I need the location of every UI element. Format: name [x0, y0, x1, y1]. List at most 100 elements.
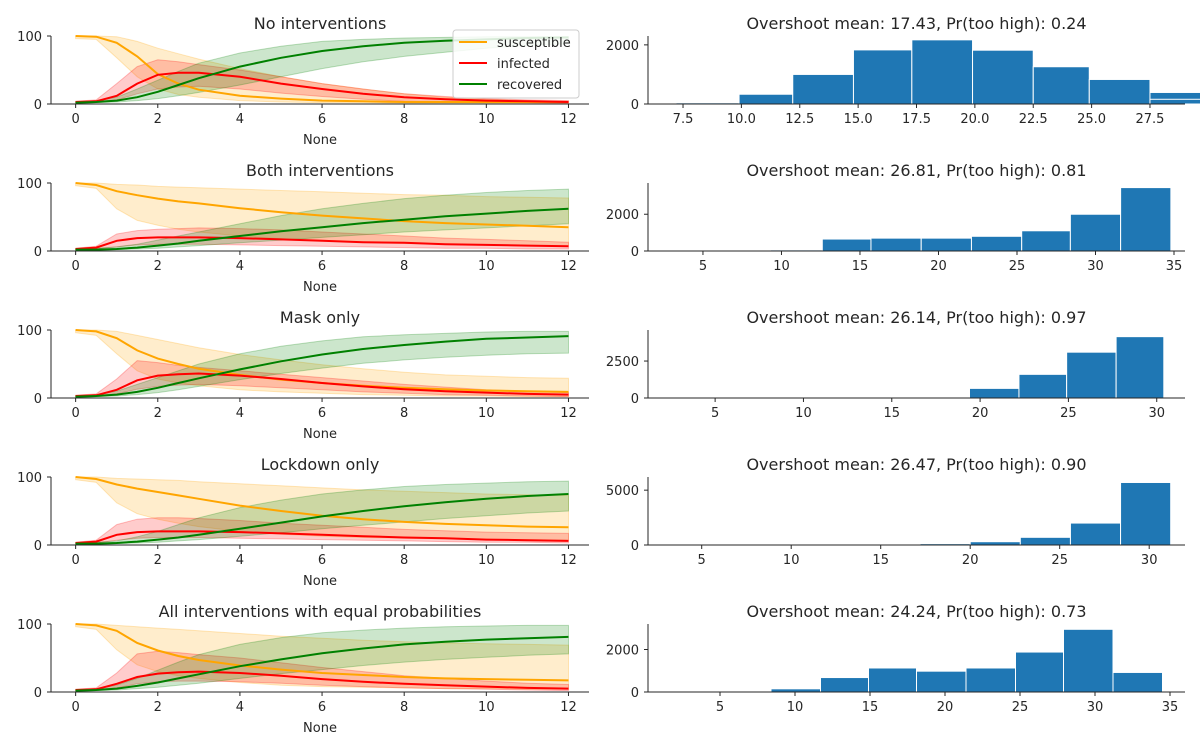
recovered-line — [75, 207, 569, 251]
x-tick-label: 12 — [560, 259, 577, 274]
histogram-bar — [968, 387, 1020, 399]
histogram-bar — [1019, 536, 1071, 546]
x-tick-label: 6 — [318, 700, 326, 715]
x-tick-label: 25 — [1009, 259, 1026, 274]
histogram-bar — [1066, 351, 1117, 399]
x-tick-label: 35 — [1162, 700, 1179, 715]
histogram-bar — [792, 73, 854, 105]
histogram-bar — [868, 667, 917, 693]
susceptible-line — [75, 35, 569, 103]
x-tick-label: 4 — [236, 112, 244, 127]
x-tick-label: 10 — [787, 700, 804, 715]
x-tick-label: 25 — [1051, 553, 1068, 568]
x-tick-label: 27.5 — [1136, 112, 1165, 127]
y-tick-label: 5000 — [606, 484, 639, 499]
y-tick-label: 100 — [17, 30, 42, 45]
susceptible-band — [75, 35, 569, 104]
x-tick-label: 10.0 — [727, 112, 756, 127]
histogram-1: Overshoot mean: 17.43, Pr(too high): 0.2… — [606, 14, 1200, 127]
histogram-bar — [821, 238, 872, 252]
infected-line — [75, 372, 569, 397]
x-tick-label: 10 — [478, 259, 495, 274]
line-chart-5: All interventions with equal probabiliti… — [17, 602, 589, 736]
x-tick-label: 5 — [699, 259, 707, 274]
y-tick-label: 2000 — [606, 644, 639, 659]
x-tick-label: 30 — [1087, 700, 1104, 715]
x-tick-label: 10 — [478, 553, 495, 568]
x-tick-label: 25.0 — [1077, 112, 1106, 127]
histogram-bar — [1069, 213, 1122, 252]
legend-label-recovered: recovered — [497, 78, 562, 93]
histogram-bar — [1018, 373, 1068, 399]
x-tick-label: 20 — [962, 553, 979, 568]
x-tick-label: 2 — [154, 553, 162, 568]
x-tick-label: 10 — [795, 406, 812, 421]
x-axis-label: None — [303, 133, 337, 148]
histogram-bar — [1069, 522, 1122, 546]
histogram-bar — [1149, 98, 1200, 105]
x-axis-label: None — [303, 280, 337, 295]
x-tick-label: 8 — [400, 259, 408, 274]
infected-line — [75, 670, 569, 691]
x-tick-label: 8 — [400, 406, 408, 421]
y-tick-label: 100 — [17, 324, 42, 339]
y-tick-label: 0 — [34, 539, 42, 554]
y-tick-label: 0 — [34, 686, 42, 701]
x-tick-label: 20 — [937, 700, 954, 715]
chart-title: Overshoot mean: 26.81, Pr(too high): 0.8… — [746, 161, 1086, 180]
x-tick-label: 6 — [318, 406, 326, 421]
legend-label-susceptible: susceptible — [497, 36, 571, 51]
histogram-bar — [1088, 78, 1151, 105]
y-tick-label: 0 — [631, 245, 639, 260]
y-tick-label: 2000 — [606, 208, 639, 223]
x-tick-label: 2 — [154, 259, 162, 274]
histogram-bar — [1120, 187, 1172, 252]
susceptible-line — [75, 623, 569, 682]
histogram-bar — [916, 670, 967, 693]
x-tick-label: 15.0 — [844, 112, 873, 127]
y-tick-label: 0 — [34, 98, 42, 113]
x-tick-label: 6 — [318, 553, 326, 568]
x-tick-label: 4 — [236, 259, 244, 274]
chart-title: Lockdown only — [261, 455, 380, 474]
x-tick-label: 25 — [1060, 406, 1077, 421]
histogram-bar — [920, 237, 972, 252]
line-chart-4: Lockdown only None 0 2 4 6 8 10 12 0 100 — [17, 455, 589, 589]
x-tick-label: 5 — [711, 406, 719, 421]
x-tick-label: 30 — [1087, 259, 1104, 274]
x-tick-label: 22.5 — [1019, 112, 1048, 127]
x-tick-label: 4 — [236, 406, 244, 421]
susceptible-band — [75, 329, 569, 398]
recovered-line — [75, 635, 569, 692]
x-tick-label: 4 — [236, 700, 244, 715]
chart-title: Both interventions — [246, 161, 394, 180]
legend: susceptible infected recovered — [452, 29, 580, 99]
chart-title: All interventions with equal probabiliti… — [159, 602, 482, 621]
histogram-bar — [970, 235, 1023, 252]
x-tick-label: 8 — [400, 112, 408, 127]
histogram-bar — [1115, 336, 1165, 399]
y-tick-label: 100 — [17, 177, 42, 192]
x-tick-label: 30 — [1141, 553, 1158, 568]
histogram-bar — [870, 237, 922, 252]
x-tick-label: 0 — [72, 112, 80, 127]
chart-title: No interventions — [254, 14, 387, 33]
x-tick-label: 2 — [154, 406, 162, 421]
infected-band — [75, 517, 569, 545]
y-tick-label: 2000 — [606, 39, 639, 54]
x-axis-label: None — [303, 721, 337, 736]
x-tick-label: 8 — [400, 700, 408, 715]
x-tick-label: 12 — [560, 553, 577, 568]
x-tick-label: 17.5 — [902, 112, 931, 127]
y-tick-label: 100 — [17, 618, 42, 633]
histogram-3: Overshoot mean: 26.14, Pr(too high): 0.9… — [606, 308, 1185, 421]
x-tick-label: 5 — [716, 700, 724, 715]
line-chart-3: Mask only None 0 2 4 6 8 10 12 0 100 — [17, 308, 589, 442]
x-tick-label: 12.5 — [785, 112, 814, 127]
recovered-band — [75, 188, 569, 251]
x-tick-label: 0 — [72, 700, 80, 715]
x-tick-label: 15 — [872, 553, 889, 568]
susceptible-line — [75, 476, 569, 529]
histogram-2: Overshoot mean: 26.81, Pr(too high): 0.8… — [606, 161, 1185, 274]
